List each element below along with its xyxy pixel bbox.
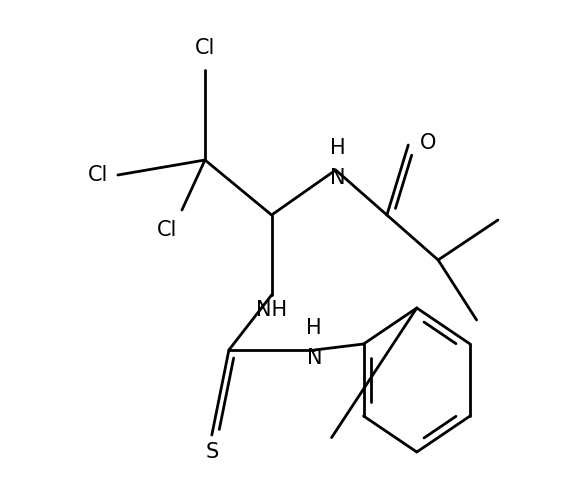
Text: S: S [205,442,219,462]
Text: H: H [330,138,346,158]
Text: NH: NH [256,300,287,320]
Text: N: N [306,348,322,368]
Text: H: H [306,318,322,338]
Text: N: N [330,168,346,188]
Text: Cl: Cl [195,38,215,58]
Text: Cl: Cl [88,165,108,185]
Text: O: O [420,132,437,153]
Text: Cl: Cl [157,220,177,240]
